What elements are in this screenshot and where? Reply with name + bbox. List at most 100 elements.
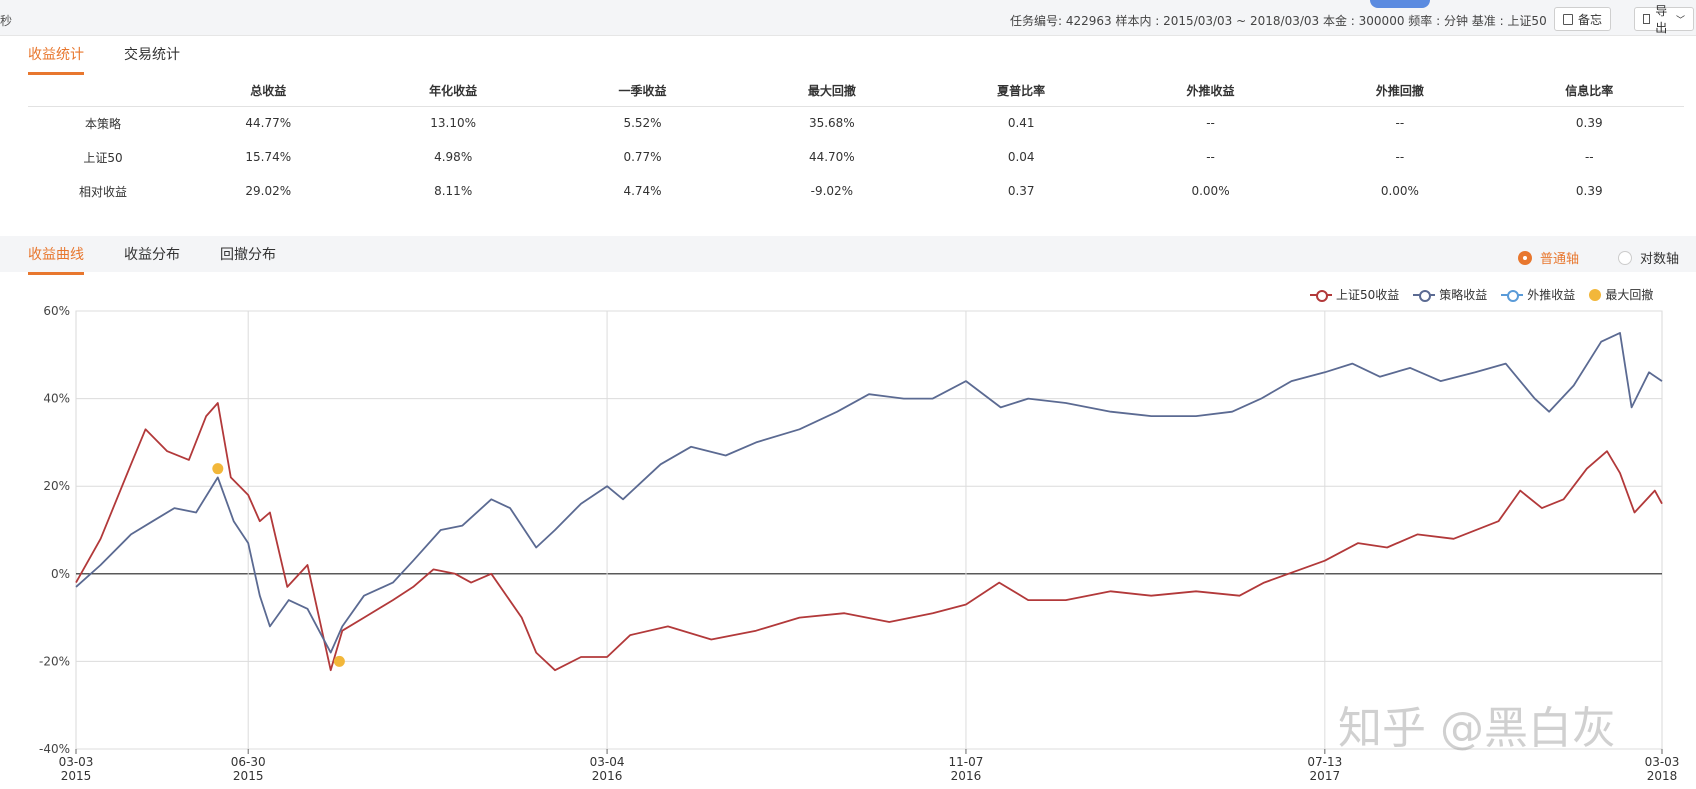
x-tick-year: 2016: [592, 769, 623, 783]
radio-normal-axis[interactable]: 普通轴: [1518, 248, 1579, 267]
table-cell: 上证50: [83, 150, 123, 165]
legend-item-benchmark[interactable]: 上证50收益: [1310, 286, 1399, 303]
legend-label: 策略收益: [1439, 288, 1488, 302]
table-header-row: 总收益 年化收益 一季收益 最大回撤 夏普比率 外推收益 外推回撤 信息比率: [28, 76, 1684, 107]
x-tick-label: 03-04: [590, 755, 625, 769]
legend-marker-icon: [1501, 289, 1524, 302]
table-cell: 5.52%: [623, 116, 662, 131]
plot-border: [75, 310, 1663, 750]
y-tick-label: -40%: [39, 742, 70, 756]
table-cell: 44.77%: [245, 116, 292, 131]
x-tick-label: 03-03: [1645, 755, 1680, 769]
table-header: 年化收益: [358, 76, 548, 107]
table-header: [28, 76, 178, 107]
table-cell: 44.70%: [808, 150, 855, 164]
table-cell: --: [1584, 150, 1594, 164]
legend-marker-icon: [1413, 289, 1436, 302]
legend-label: 外推收益: [1527, 288, 1576, 302]
x-tick-year: 2016: [951, 769, 982, 783]
x-tick-year: 2015: [233, 769, 264, 783]
legend-dot-icon: [1589, 288, 1602, 301]
watermark: 知乎 @黑白灰: [1338, 703, 1616, 754]
table-row: 上证50 15.74% 4.98% 0.77% 44.70% 0.04 -- -…: [28, 140, 1684, 174]
export-button[interactable]: 导出 ﹀: [1634, 4, 1694, 35]
legend-marker-icon: [1310, 289, 1332, 302]
top-bar: 秒 任务编号: 422963 样本内 : 2015/03/03 ~ 2018/0…: [0, 0, 1696, 36]
table-cell: 0.77%: [623, 150, 662, 164]
table-cell: --: [1206, 150, 1215, 164]
radio-log-axis[interactable]: 对数轴: [1618, 248, 1679, 267]
table-cell: 35.68%: [808, 116, 855, 131]
table-cell: -9.02%: [810, 184, 854, 198]
export-icon: [1643, 14, 1651, 24]
table-cell: 0.39: [1575, 116, 1603, 131]
table-cell: 15.74%: [245, 150, 292, 164]
table-cell: 4.74%: [623, 184, 662, 198]
benchmark-return-line: [75, 402, 1663, 672]
table-cell: --: [1206, 116, 1215, 131]
table-header: 外推回撤: [1305, 76, 1495, 107]
truncated-text: 秒: [0, 14, 13, 28]
tab-trade-stats[interactable]: 交易统计: [124, 47, 180, 63]
table-cell: 0.04: [1007, 150, 1035, 164]
table-cell: 本策略: [84, 116, 121, 131]
max-drawdown-point: [333, 655, 345, 667]
tab-drawdown-distribution[interactable]: 回撤分布: [220, 247, 276, 263]
table-cell: 4.98%: [434, 150, 473, 164]
radio-selected-icon: [1518, 250, 1532, 265]
x-tick-label: 06-30: [231, 755, 266, 769]
table-header: 总收益: [178, 76, 359, 107]
y-tick-label: 0%: [51, 567, 70, 581]
x-tick-label: 03-03: [59, 755, 94, 769]
radio-label: 普通轴: [1540, 252, 1580, 267]
chart-tabs: 收益曲线 收益分布 回撤分布: [28, 244, 316, 275]
table-cell: 8.11%: [434, 184, 473, 198]
note-icon: [1563, 13, 1573, 25]
y-tick-label: -20%: [39, 654, 70, 668]
radio-label: 对数轴: [1640, 252, 1680, 267]
return-curve-chart: 60%40%20%0%-20%-40%03-03201506-30201503-…: [39, 304, 1680, 783]
table-cell: 13.10%: [430, 116, 477, 131]
tab-return-distribution[interactable]: 收益分布: [124, 247, 180, 263]
table-header: 外推收益: [1115, 76, 1306, 107]
decorative-tab: [1370, 0, 1430, 8]
memo-label: 备忘: [1578, 12, 1603, 27]
x-tick-label: 07-13: [1307, 755, 1342, 769]
legend-label: 最大回撤: [1605, 288, 1654, 302]
y-tick-label: 40%: [43, 392, 70, 406]
x-tick-year: 2017: [1310, 769, 1341, 783]
chevron-down-icon: ﹀: [1675, 15, 1685, 26]
tab-return-curve[interactable]: 收益曲线: [28, 244, 84, 275]
table-cell: 0.39: [1575, 184, 1603, 198]
chart-tabs-bar: [0, 236, 1696, 272]
table-cell: 29.02%: [245, 184, 292, 198]
table-header: 最大回撤: [737, 76, 927, 107]
export-label: 导出: [1655, 4, 1668, 35]
table-header: 信息比率: [1494, 76, 1684, 107]
memo-button[interactable]: 备忘: [1554, 7, 1612, 31]
y-tick-label: 20%: [43, 479, 70, 493]
table-row: 相对收益 29.02% 8.11% 4.74% -9.02% 0.37 0.00…: [28, 174, 1684, 208]
strategy-return-line: [75, 332, 1663, 654]
table-header: 一季收益: [547, 76, 738, 107]
table-cell: 相对收益: [78, 184, 127, 199]
stats-table: 总收益 年化收益 一季收益 最大回撤 夏普比率 外推收益 外推回撤 信息比率 本…: [28, 76, 1684, 208]
x-tick-year: 2015: [61, 769, 92, 783]
legend-item-extrapolated[interactable]: 外推收益: [1501, 286, 1575, 303]
table-cell: 0.41: [1007, 116, 1035, 131]
tab-return-stats[interactable]: 收益统计: [28, 44, 84, 75]
y-tick-label: 60%: [43, 304, 70, 318]
table-header: 夏普比率: [926, 76, 1116, 107]
radio-unselected-icon: [1618, 250, 1632, 265]
table-cell: 0.37: [1007, 184, 1035, 198]
table-row: 本策略 44.77% 13.10% 5.52% 35.68% 0.41 -- -…: [28, 106, 1684, 140]
table-cell: 0.00%: [1380, 184, 1419, 198]
x-tick-year: 2018: [1647, 769, 1678, 783]
stats-tabs: 收益统计 交易统计: [28, 44, 220, 75]
max-drawdown-point: [212, 463, 224, 475]
table-cell: 0.00%: [1191, 184, 1230, 198]
legend-item-strategy[interactable]: 策略收益: [1413, 286, 1487, 303]
legend-item-max-drawdown[interactable]: 最大回撤: [1589, 286, 1653, 303]
chart-legend: 上证50收益 策略收益 外推收益 最大回撤: [1310, 286, 1653, 303]
table-cell: --: [1395, 116, 1405, 131]
